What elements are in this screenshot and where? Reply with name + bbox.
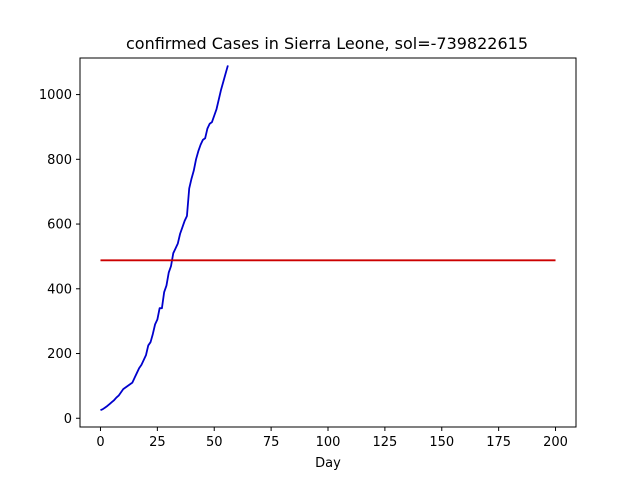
x-tick-label: 50 [206, 435, 223, 450]
y-tick-label: 0 [64, 412, 72, 427]
y-tick-label: 800 [47, 153, 72, 168]
y-tick-label: 400 [47, 282, 72, 297]
x-axis: 0 25 50 75 100 125 150 175 200 [96, 427, 568, 450]
x-tick-label: 75 [263, 435, 280, 450]
y-tick-label: 200 [47, 347, 72, 362]
x-tick-label: 150 [429, 435, 454, 450]
x-tick-label: 100 [316, 435, 341, 450]
y-axis: 0 200 400 600 800 1000 [39, 88, 80, 427]
x-tick-label: 125 [372, 435, 397, 450]
y-tick-label: 600 [47, 218, 72, 233]
x-tick-label: 175 [486, 435, 511, 450]
plot-frame [79, 57, 577, 428]
x-tick-label: 25 [149, 435, 166, 450]
x-tick-label: 0 [96, 435, 104, 450]
series-line-1 [100, 65, 229, 411]
chart-title: confirmed Cases in Sierra Leone, sol=-73… [126, 34, 528, 53]
x-tick-label: 200 [543, 435, 568, 450]
plot-area [79, 57, 577, 428]
y-tick-label: 1000 [39, 88, 72, 103]
x-axis-title: Day [315, 456, 341, 471]
